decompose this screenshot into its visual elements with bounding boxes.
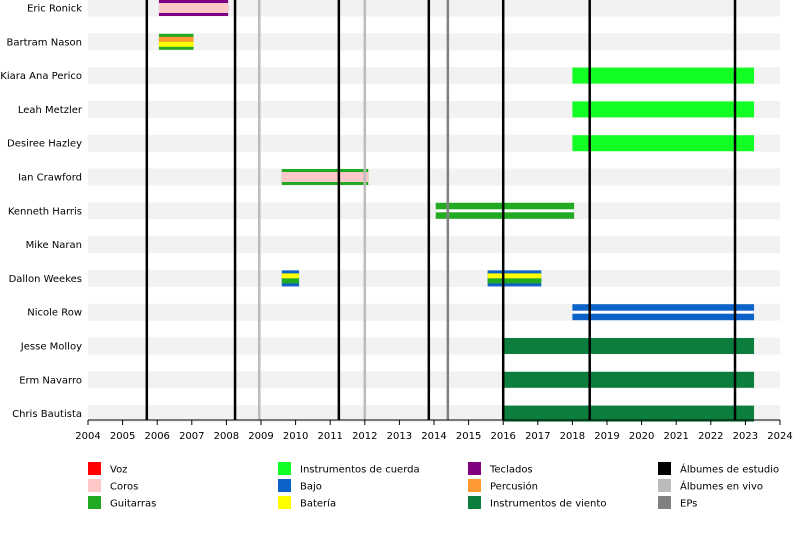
member-bar bbox=[503, 338, 755, 354]
member-bar bbox=[572, 67, 755, 84]
row-band bbox=[88, 202, 780, 220]
member-labels: Eric Ronick Bartram Nason Kiara Ana Perico… bbox=[0, 4, 83, 421]
legend-swatch bbox=[278, 462, 291, 475]
x-tick-label: 2019 bbox=[594, 431, 619, 442]
x-tick-label: 2012 bbox=[352, 431, 377, 442]
x-tick-label: 2006 bbox=[144, 431, 169, 442]
legend-label: Álbumes de estudio bbox=[680, 463, 779, 476]
member-label: Ian Crawford bbox=[18, 173, 82, 184]
legend-label: Percusión bbox=[490, 481, 538, 493]
bar-inner-stripe bbox=[281, 273, 300, 279]
legend-label: Álbumes en vivo bbox=[680, 480, 763, 493]
member-bar bbox=[572, 135, 755, 152]
x-tick-label: 2015 bbox=[456, 431, 481, 442]
legend: Voz Coros Guitarras Instrumentos de cuerda B… bbox=[88, 462, 779, 510]
legend-label: Voz bbox=[110, 465, 127, 476]
x-tick-label: 2017 bbox=[525, 431, 550, 442]
legend-swatch bbox=[658, 462, 671, 475]
legend-swatch bbox=[468, 479, 481, 492]
member-label: Bartram Nason bbox=[7, 37, 82, 48]
release-lines bbox=[145, 0, 737, 420]
member-label: Dallon Weekes bbox=[9, 274, 82, 285]
x-tick-label: 2014 bbox=[421, 431, 446, 442]
legend-swatch bbox=[658, 479, 671, 492]
member-bar bbox=[572, 101, 755, 118]
bar-inner-stripe bbox=[281, 278, 300, 284]
bar-gap bbox=[572, 310, 755, 314]
member-label: Erm Navarro bbox=[19, 375, 82, 386]
member-label: Eric Ronick bbox=[27, 4, 82, 15]
legend-label: EPs bbox=[680, 499, 697, 510]
member-label: Mike Naran bbox=[26, 240, 82, 251]
x-tick-label: 2020 bbox=[629, 431, 654, 442]
member-bar bbox=[503, 405, 755, 422]
x-tick-label: 2011 bbox=[317, 431, 342, 442]
legend-label: Bajo bbox=[300, 482, 322, 493]
row-band bbox=[88, 269, 780, 287]
bar-inner-stripe bbox=[158, 41, 194, 47]
bar-gap bbox=[435, 209, 575, 213]
row-band bbox=[88, 0, 780, 17]
x-tick-label: 2009 bbox=[248, 431, 273, 442]
member-label: Nicole Row bbox=[27, 308, 82, 319]
bar-inner-stripe bbox=[158, 36, 194, 42]
legend-label: Instrumentos de viento bbox=[490, 499, 606, 510]
x-tick-label: 2023 bbox=[733, 431, 758, 442]
legend-swatch bbox=[658, 496, 671, 509]
legend-swatch bbox=[278, 496, 291, 509]
legend-swatch bbox=[88, 479, 101, 492]
legend-label: Batería bbox=[300, 498, 336, 510]
x-tick-label: 2005 bbox=[110, 431, 135, 442]
legend-label: Teclados bbox=[489, 465, 533, 476]
x-tick-label: 2024 bbox=[767, 431, 792, 442]
x-tick-label: 2010 bbox=[283, 431, 308, 442]
x-tick-label: 2007 bbox=[179, 431, 204, 442]
row-band bbox=[88, 236, 780, 254]
legend-label: Coros bbox=[110, 482, 138, 493]
x-tick-label: 2022 bbox=[698, 431, 723, 442]
legend-swatch bbox=[88, 462, 101, 475]
legend-swatch bbox=[468, 496, 481, 509]
row-backgrounds bbox=[88, 0, 780, 423]
row-band bbox=[88, 33, 780, 51]
member-label: Desiree Hazley bbox=[7, 139, 82, 150]
member-label: Kenneth Harris bbox=[8, 206, 82, 217]
x-tick-label: 2008 bbox=[214, 431, 239, 442]
legend-label: Guitarras bbox=[110, 499, 156, 510]
x-tick-label: 2018 bbox=[560, 431, 585, 442]
row-band bbox=[88, 168, 780, 186]
x-tick-label: 2016 bbox=[490, 431, 515, 442]
bar-inner-stripe bbox=[487, 273, 542, 279]
legend-label: Instrumentos de cuerda bbox=[300, 465, 420, 476]
x-tick-label: 2021 bbox=[663, 431, 688, 442]
legend-swatch bbox=[278, 479, 291, 492]
member-bars bbox=[158, 0, 755, 422]
member-label: Jesse Molloy bbox=[20, 342, 82, 353]
member-label: Leah Metzler bbox=[18, 105, 83, 116]
bar-inner-stripe bbox=[158, 3, 229, 13]
legend-swatch bbox=[468, 462, 481, 475]
member-label: Kiara Ana Perico bbox=[0, 71, 82, 82]
x-tick-label: 2013 bbox=[387, 431, 412, 442]
member-bar bbox=[503, 371, 755, 388]
bar-inner-stripe bbox=[487, 278, 542, 284]
bar-inner-stripe bbox=[281, 172, 369, 182]
member-label: Chris Bautista bbox=[12, 409, 82, 420]
legend-swatch bbox=[88, 496, 101, 509]
x-axis: 2004 2005 2006 2007 2008 2009 2010 2011 2012 2013… bbox=[75, 419, 793, 442]
x-tick-label: 2004 bbox=[75, 431, 100, 442]
